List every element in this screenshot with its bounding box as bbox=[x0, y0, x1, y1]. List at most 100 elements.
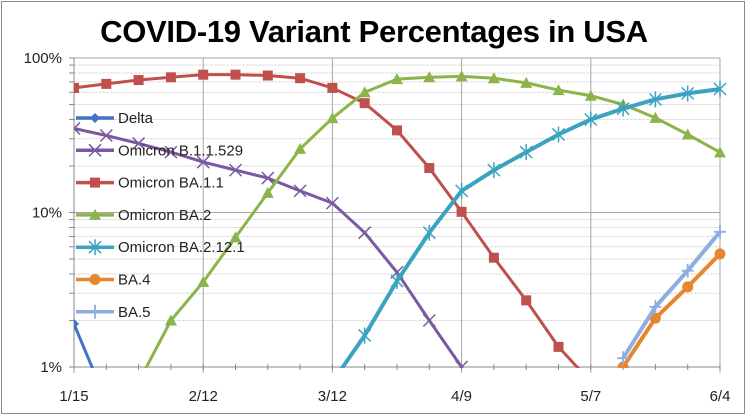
legend-marker bbox=[89, 304, 101, 319]
legend-marker bbox=[88, 239, 102, 256]
data-point bbox=[294, 142, 307, 154]
data-point bbox=[229, 231, 242, 243]
series-ba-5 bbox=[617, 224, 726, 366]
data-point bbox=[325, 196, 339, 210]
data-point bbox=[359, 98, 370, 109]
series-omicron-ba-1-1 bbox=[74, 69, 580, 368]
data-point bbox=[552, 84, 565, 96]
data-point bbox=[617, 351, 630, 366]
data-point bbox=[196, 155, 210, 169]
data-point bbox=[392, 125, 402, 136]
legend-label: Omicron BA.2 bbox=[118, 207, 211, 224]
data-point bbox=[74, 318, 79, 329]
data-point bbox=[488, 252, 499, 263]
data-point bbox=[455, 182, 469, 199]
data-point bbox=[584, 89, 597, 101]
x-tick-label: 4/9 bbox=[451, 388, 472, 405]
data-point bbox=[681, 85, 695, 102]
data-point bbox=[553, 341, 564, 352]
data-point bbox=[358, 226, 372, 240]
data-point bbox=[519, 144, 533, 161]
data-point bbox=[74, 82, 79, 93]
data-point bbox=[649, 111, 662, 123]
data-point bbox=[487, 72, 500, 84]
x-tick-label: 2/12 bbox=[189, 388, 218, 405]
data-point bbox=[649, 299, 662, 314]
data-point bbox=[682, 281, 694, 293]
legend-marker bbox=[88, 143, 102, 157]
data-point bbox=[390, 273, 404, 290]
data-point bbox=[261, 186, 274, 198]
x-tick-label: 1/15 bbox=[59, 388, 88, 405]
data-point bbox=[391, 73, 403, 85]
data-point bbox=[584, 111, 598, 128]
x-tick-label: 6/4 bbox=[710, 388, 731, 405]
data-point bbox=[422, 224, 436, 241]
data-point bbox=[101, 78, 112, 89]
data-point bbox=[358, 86, 371, 98]
series-delta bbox=[74, 318, 95, 368]
data-point bbox=[295, 73, 306, 84]
data-point bbox=[164, 314, 177, 326]
legend-item: Omicron BA.2 bbox=[76, 207, 211, 224]
data-point bbox=[520, 76, 533, 88]
data-point bbox=[456, 206, 467, 217]
data-point bbox=[681, 263, 694, 278]
data-point bbox=[714, 146, 726, 158]
data-point bbox=[230, 69, 241, 80]
data-point bbox=[74, 121, 81, 135]
data-point bbox=[422, 313, 436, 328]
x-tick-label: 3/12 bbox=[318, 388, 347, 405]
data-point bbox=[262, 70, 273, 81]
legend-label: Delta bbox=[118, 110, 154, 127]
legend-label: Omicron BA.1.1 bbox=[118, 175, 224, 192]
series-ba-4 bbox=[617, 248, 726, 368]
data-point bbox=[164, 145, 178, 159]
series-line bbox=[621, 252, 722, 368]
data-point bbox=[132, 136, 146, 150]
data-point bbox=[551, 126, 566, 143]
data-point bbox=[424, 163, 435, 174]
data-point bbox=[616, 100, 630, 117]
legend-item: Omicron B.1.1.529 bbox=[76, 142, 243, 159]
data-point bbox=[228, 163, 243, 177]
data-point bbox=[327, 82, 338, 93]
data-point bbox=[197, 275, 210, 287]
legend-marker bbox=[90, 113, 100, 123]
y-tick-label: 10% bbox=[32, 205, 62, 222]
legend-label: BA.5 bbox=[118, 304, 151, 321]
legend-item: Omicron BA.1.1 bbox=[76, 175, 224, 192]
data-point bbox=[521, 295, 532, 306]
axes: 1% 10% 100% 1/15 2/12 3/12 4/9 5/7 6/4 bbox=[24, 50, 731, 405]
legend-label: Omicron B.1.1.529 bbox=[118, 142, 243, 159]
data-point bbox=[165, 72, 176, 83]
data-point bbox=[133, 75, 144, 86]
legend-label: BA.4 bbox=[118, 272, 151, 289]
data-point bbox=[455, 70, 468, 82]
series-line bbox=[74, 323, 95, 368]
data-point bbox=[99, 128, 113, 143]
legend-item: Omicron BA.2.12.1 bbox=[76, 239, 245, 256]
series-omicron-b-1-1-529 bbox=[74, 121, 469, 368]
data-point bbox=[261, 171, 275, 185]
y-tick-label: 100% bbox=[24, 50, 62, 67]
data-point bbox=[648, 91, 662, 108]
legend-item: BA.4 bbox=[76, 272, 151, 289]
series-omicron-ba-2-12-1 bbox=[339, 81, 727, 368]
series-line bbox=[339, 87, 721, 368]
data-point bbox=[326, 112, 339, 124]
data-point bbox=[487, 162, 501, 179]
data-point bbox=[293, 184, 307, 198]
chart-title: COVID-19 Variant Percentages in USA bbox=[100, 14, 648, 49]
y-tick-label: 1% bbox=[40, 359, 62, 376]
legend: Delta Omicron B.1.1.529 Omicron BA.1.1 Omic… bbox=[76, 110, 245, 321]
legend-item: BA.5 bbox=[76, 304, 151, 321]
data-point bbox=[455, 360, 469, 368]
legend-marker bbox=[89, 208, 101, 220]
legend-marker bbox=[90, 177, 100, 188]
data-point bbox=[714, 224, 726, 239]
series-line bbox=[621, 230, 722, 360]
series-group bbox=[74, 69, 727, 368]
